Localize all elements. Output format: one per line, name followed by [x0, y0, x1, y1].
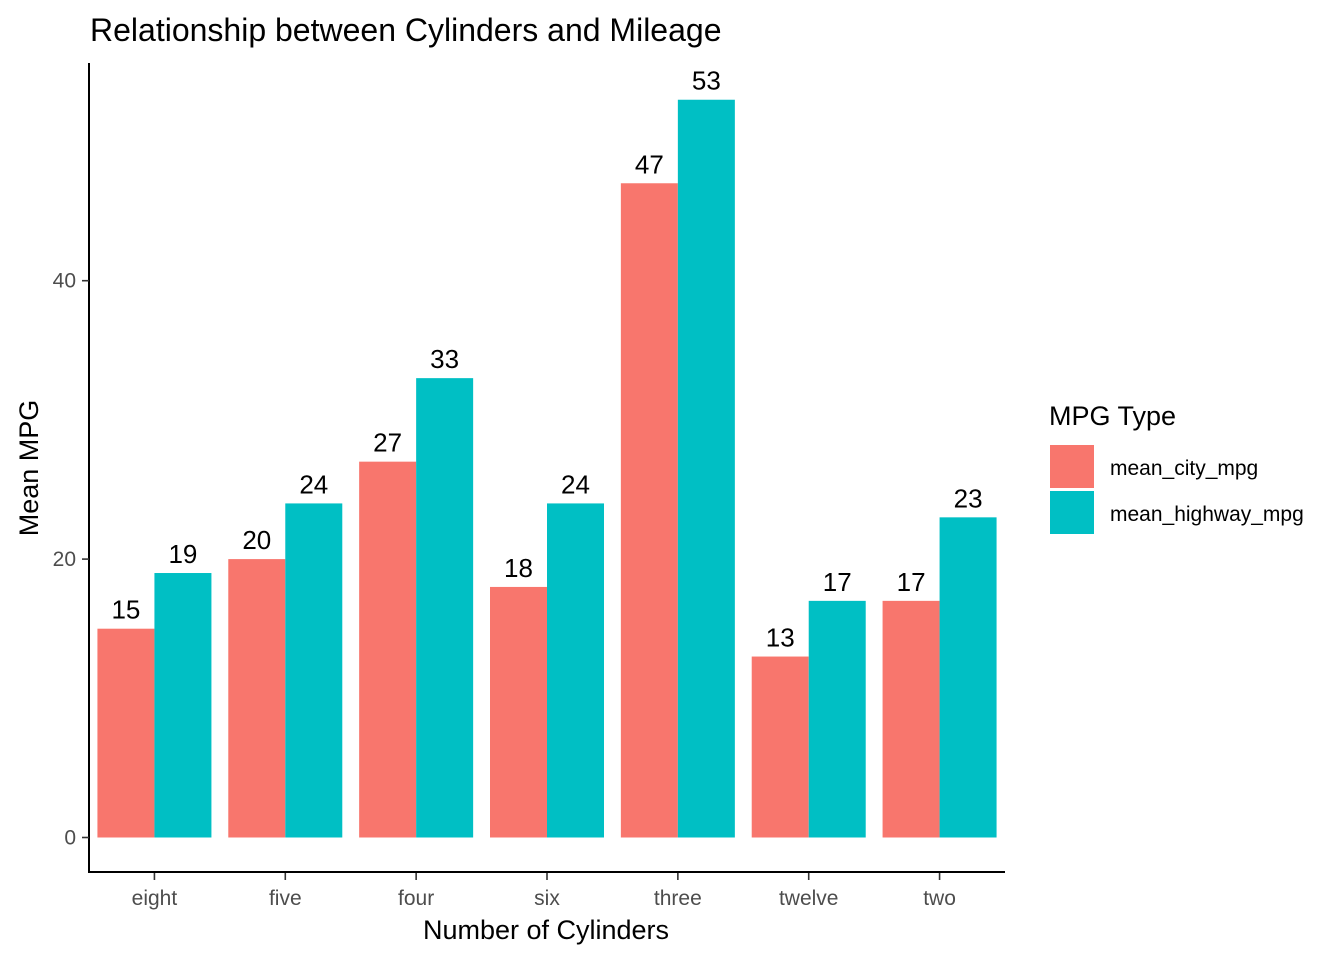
legend-label-mean_city_mpg: mean_city_mpg	[1110, 457, 1258, 480]
bar-mean_highway_mpg-four	[416, 378, 474, 838]
y-axis-ticks: 0 20 40	[53, 270, 89, 850]
data-labels-group: 15 19 20 24 27 33 18 24 47 53 13 17 17 23	[111, 66, 982, 653]
bar-mean_highway_mpg-eight	[154, 573, 212, 838]
bar-mean_city_mpg-twelve	[751, 656, 809, 838]
legend-title: MPG Type	[1049, 401, 1176, 431]
legend-label-mean_highway_mpg: mean_highway_mpg	[1110, 503, 1304, 526]
y-axis-title: Mean MPG	[14, 400, 44, 537]
bar-mean_highway_mpg-two	[939, 517, 997, 838]
bars-group	[97, 99, 997, 838]
legend-key-mean_city_mpg	[1050, 445, 1094, 488]
data-label-mean_highway_mpg-two: 23	[954, 483, 983, 513]
data-label-mean_city_mpg-two: 17	[897, 567, 926, 597]
data-label-mean_city_mpg-twelve: 13	[766, 623, 795, 653]
x-tick-label-six: six	[534, 887, 560, 910]
bar-mean_city_mpg-five	[228, 559, 286, 838]
data-label-mean_highway_mpg-three: 53	[692, 66, 721, 96]
data-label-mean_city_mpg-eight: 15	[111, 595, 140, 625]
y-tick-label-20: 20	[53, 548, 76, 571]
x-axis-title: Number of Cylinders	[423, 915, 669, 945]
data-label-mean_city_mpg-three: 47	[635, 149, 664, 179]
bar-mean_highway_mpg-twelve	[808, 600, 866, 838]
data-label-mean_highway_mpg-four: 33	[430, 344, 459, 374]
bar-mean_highway_mpg-three	[677, 99, 735, 838]
x-tick-label-eight: eight	[132, 887, 178, 910]
y-tick-label-40: 40	[53, 270, 76, 293]
bar-mean_city_mpg-three	[620, 183, 678, 838]
chart-title: Relationship between Cylinders and Milea…	[90, 12, 721, 48]
data-label-mean_highway_mpg-five: 24	[299, 469, 328, 499]
data-label-mean_highway_mpg-six: 24	[561, 469, 590, 499]
x-tick-label-three: three	[654, 887, 702, 910]
legend-key-mean_highway_mpg	[1050, 491, 1094, 534]
y-tick-label-0: 0	[64, 827, 76, 850]
bar-mean_city_mpg-six	[490, 586, 547, 838]
data-label-mean_highway_mpg-twelve: 17	[823, 567, 852, 597]
x-axis-ticks: eight five four six three twelve two	[132, 873, 956, 910]
data-label-mean_city_mpg-four: 27	[373, 428, 402, 458]
data-label-mean_city_mpg-six: 18	[504, 553, 533, 583]
data-label-mean_highway_mpg-eight: 19	[168, 539, 197, 569]
legend-items: mean_city_mpg mean_highway_mpg	[1050, 445, 1304, 534]
bar-mean_highway_mpg-five	[285, 503, 343, 838]
x-tick-label-two: two	[923, 887, 956, 910]
bar-mean_highway_mpg-six	[547, 503, 604, 838]
legend: MPG Type mean_city_mpg mean_highway_mpg	[1049, 401, 1304, 534]
data-label-mean_city_mpg-five: 20	[242, 525, 271, 555]
bar-mean_city_mpg-eight	[97, 628, 155, 838]
x-tick-label-four: four	[398, 887, 434, 910]
bar-mean_city_mpg-two	[882, 600, 940, 838]
bar-mean_city_mpg-four	[359, 461, 417, 838]
x-tick-label-twelve: twelve	[779, 887, 839, 910]
x-tick-label-five: five	[269, 887, 302, 910]
